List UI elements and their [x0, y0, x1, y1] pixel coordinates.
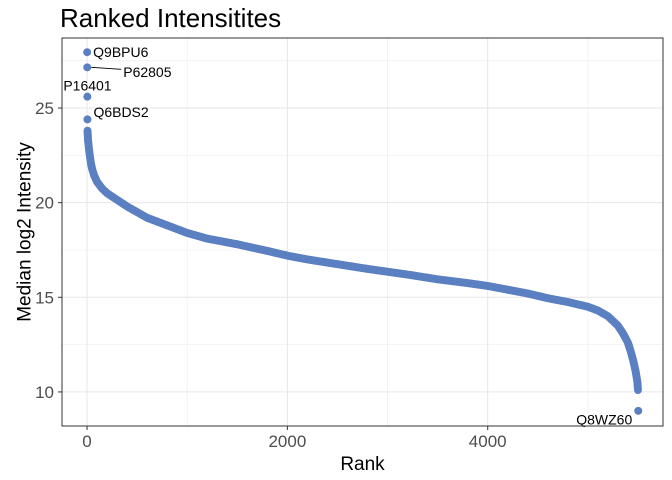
annotation-label: Q9BPU6 [93, 44, 148, 60]
y-tick-label: 25 [35, 99, 54, 118]
annotation-leader-line [91, 66, 122, 70]
data-point [634, 406, 643, 415]
annotation-label: P62805 [123, 64, 171, 80]
y-tick-label: 10 [35, 383, 54, 402]
data-point [83, 92, 92, 101]
x-tick-label: 4000 [469, 432, 507, 451]
data-point [633, 386, 642, 395]
plot-panel-border [61, 37, 664, 427]
data-points-layer [83, 48, 643, 415]
data-point [83, 48, 92, 57]
data-point [83, 115, 92, 124]
annotations-layer: Q9BPU6 P62805 P16401 Q6BDS2 Q8WZ60 [63, 44, 632, 428]
annotation-label: Q6BDS2 [93, 104, 148, 120]
data-point [83, 63, 92, 72]
axis-layer: 0 2000 4000 10 15 20 25 [35, 99, 507, 451]
chart-title: Ranked Intensitites [60, 3, 281, 33]
grid-layer [62, 38, 663, 426]
x-tick-label: 2000 [268, 432, 306, 451]
x-axis-title: Rank [340, 454, 385, 475]
y-tick-label: 15 [35, 288, 54, 307]
y-tick-label: 20 [35, 194, 54, 213]
y-axis-title: Median log2 Intensity [15, 142, 36, 322]
annotation-label: P16401 [63, 77, 111, 93]
annotation-label: Q8WZ60 [576, 412, 632, 428]
x-tick-label: 0 [82, 432, 91, 451]
